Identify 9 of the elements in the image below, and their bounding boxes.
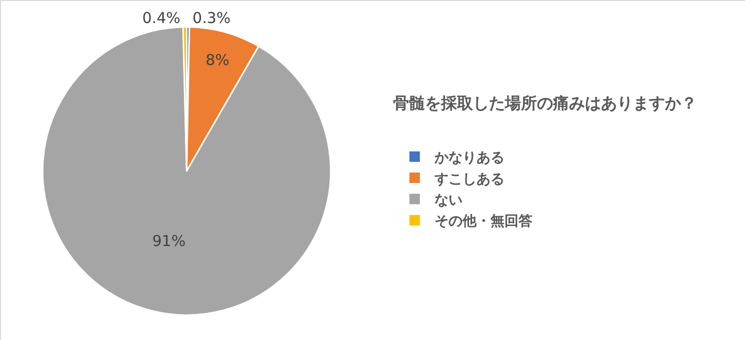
legend-label: その他・無回答 — [434, 214, 533, 230]
legend-label: すこしある — [434, 171, 505, 188]
data-label: 91% — [152, 232, 186, 250]
data-label: 8% — [206, 50, 230, 69]
data-label: 0.3% — [192, 9, 231, 28]
legend-label: ない — [434, 192, 463, 208]
text: 骨髄を採取した場所の痛みはありますか？ — [392, 94, 697, 113]
legend-label: かなりある — [434, 150, 505, 166]
data-label: 0.4% — [142, 9, 180, 28]
